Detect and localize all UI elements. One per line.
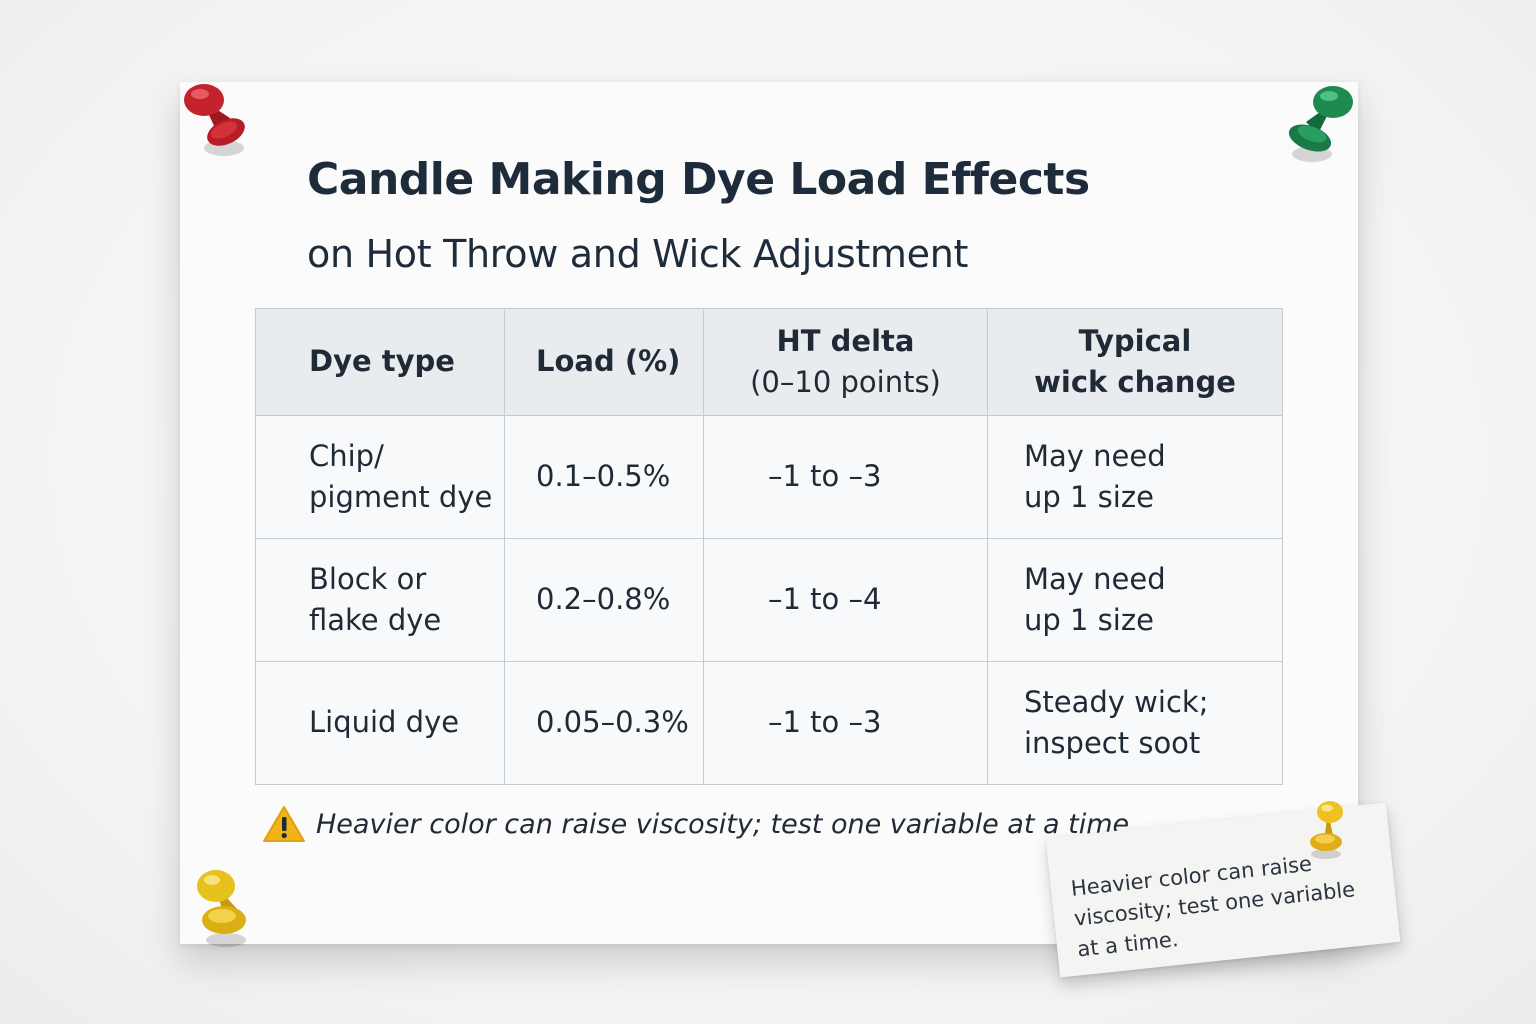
dye-load-table: Dye type Load (%) HT delta (0–10 points)…	[255, 308, 1283, 785]
header-dye-type: Dye type	[255, 308, 505, 416]
header-wick-change: Typical wick change	[987, 308, 1283, 416]
cell-ht-delta: –1 to –3	[703, 415, 988, 539]
green-pushpin-icon	[1288, 86, 1353, 162]
sticky-pushpin-icon	[1310, 801, 1343, 859]
cell-dye-type: Block or flake dye	[255, 538, 505, 662]
page-title: Candle Making Dye Load Effects	[307, 154, 1090, 205]
cell-load: 0.2–0.8%	[504, 538, 704, 662]
table-row: Liquid dye 0.05–0.3% –1 to –3 Steady wic…	[255, 661, 1283, 785]
header-ht-delta: HT delta (0–10 points)	[703, 308, 988, 416]
table-row: Block or flake dye 0.2–0.8% –1 to –4 May…	[255, 538, 1283, 662]
caution-text: Heavier color can raise viscosity; test …	[316, 808, 1138, 840]
table-row: Chip/ pigment dye 0.1–0.5% –1 to –3 May …	[255, 415, 1283, 539]
cell-load: 0.1–0.5%	[504, 415, 704, 539]
cell-load: 0.05–0.3%	[504, 661, 704, 785]
cell-ht-delta: –1 to –3	[703, 661, 988, 785]
cell-wick-change: May need up 1 size	[987, 415, 1283, 539]
cell-wick-change: May need up 1 size	[987, 538, 1283, 662]
header-load: Load (%)	[504, 308, 704, 416]
yellow-pushpin-icon	[197, 870, 246, 947]
cell-wick-change: Steady wick; inspect soot	[987, 661, 1283, 785]
printed-sheet: Candle Making Dye Load Effects on Hot Th…	[180, 82, 1358, 944]
warning-icon	[263, 806, 305, 842]
table-header-row: Dye type Load (%) HT delta (0–10 points)…	[255, 308, 1283, 416]
red-pushpin-icon	[184, 84, 245, 156]
cell-ht-delta: –1 to –4	[703, 538, 988, 662]
caution-note: Heavier color can raise viscosity; test …	[262, 804, 1138, 844]
cell-dye-type: Chip/ pigment dye	[255, 415, 505, 539]
cell-dye-type: Liquid dye	[255, 661, 505, 785]
page-subtitle: on Hot Throw and Wick Adjustment	[307, 232, 969, 276]
